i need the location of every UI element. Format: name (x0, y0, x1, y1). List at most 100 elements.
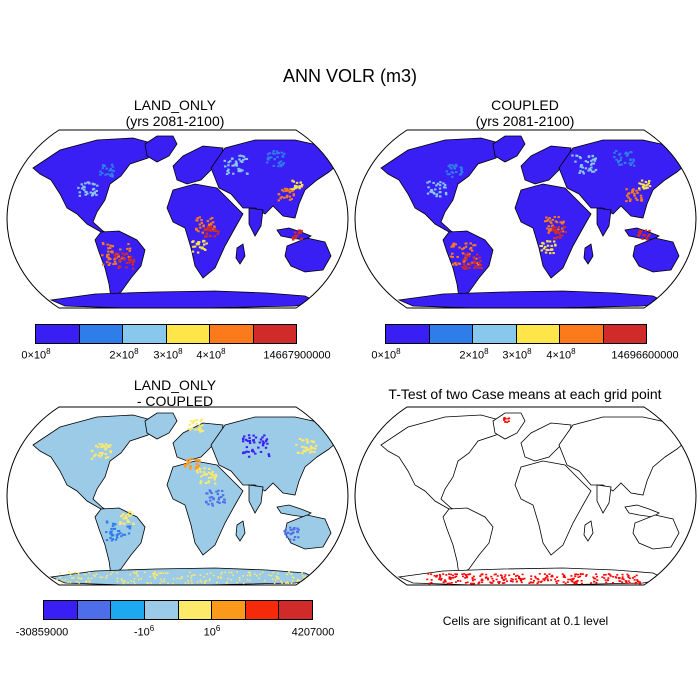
grid-cell (104, 457, 108, 460)
grid-cell (469, 246, 473, 249)
grid-cell (472, 262, 476, 265)
grid-cell (188, 423, 192, 426)
grid-cell (126, 525, 130, 528)
grid-cell (220, 489, 224, 492)
grid-cell (122, 512, 125, 515)
grid-cell (551, 229, 555, 232)
grid-cell (249, 572, 251, 574)
grid-cell (434, 188, 437, 191)
grid-cell (479, 259, 482, 262)
grid-cell (628, 192, 631, 195)
grid-cell (579, 164, 583, 167)
grid-cell (228, 571, 230, 574)
grid-cell (239, 168, 242, 171)
grid-cell (454, 243, 457, 246)
grid-cell (266, 153, 270, 156)
grid-cell (633, 194, 636, 197)
panel-1-title: LAND_ONLY (yrs 2081-2100) (75, 97, 275, 129)
grid-cell (194, 467, 198, 470)
grid-cell (183, 463, 187, 466)
grid-cell (468, 263, 472, 266)
significant-cell (615, 576, 618, 579)
grid-cell (106, 574, 109, 577)
cb3-label-1: -106 (133, 624, 155, 639)
significant-cell (472, 575, 475, 578)
cb2-label-4: 14696600000 (611, 349, 679, 362)
grid-cell (119, 515, 123, 518)
grid-cell (101, 167, 105, 170)
grid-cell (59, 576, 61, 579)
cb1-label-3: 4×108 (196, 347, 226, 362)
grid-cell (297, 578, 299, 581)
significant-cell (607, 577, 610, 579)
grid-cell (284, 529, 287, 532)
grid-cell (82, 185, 85, 188)
land-australia (284, 237, 332, 273)
grid-cell (77, 186, 80, 189)
significant-cell (550, 575, 553, 578)
panel-2-title-line1: COUPLED (491, 97, 559, 113)
grid-cell (193, 245, 197, 248)
grid-cell (107, 250, 110, 253)
grid-cell (195, 466, 198, 469)
grid-cell (128, 247, 132, 250)
grid-cell (451, 164, 454, 167)
grid-cell (105, 255, 109, 258)
grid-cell (113, 254, 117, 257)
grid-cell (209, 226, 212, 229)
grid-cell (199, 428, 202, 431)
grid-cell (199, 579, 202, 582)
grid-cell (110, 534, 114, 537)
grid-cell (300, 183, 304, 186)
colorbar-swatch (245, 601, 280, 619)
significant-cell (564, 582, 567, 585)
grid-cell (427, 186, 430, 189)
grid-cell (430, 188, 433, 191)
grid-cell (451, 252, 454, 255)
grid-cell (472, 256, 476, 259)
grid-cell (217, 576, 220, 579)
land-india (596, 207, 612, 237)
grid-cell (295, 181, 299, 184)
significant-cell (571, 578, 574, 581)
significant-cell (480, 579, 483, 582)
colorbar-swatch (473, 325, 517, 343)
grid-cell (126, 519, 129, 522)
significant-cell (440, 579, 443, 581)
grid-cell (471, 261, 474, 264)
grid-cell (198, 216, 202, 219)
grid-cell (452, 165, 456, 168)
grid-cell (633, 192, 636, 195)
grid-cell (301, 572, 303, 574)
grid-cell (272, 164, 275, 167)
grid-cell (147, 582, 149, 585)
panel-1-title-line2: (yrs 2081-2100) (125, 113, 225, 129)
grid-cell (289, 187, 292, 190)
grid-cell (118, 260, 121, 263)
grid-cell (101, 263, 105, 266)
grid-cell (120, 257, 124, 260)
grid-cell (185, 459, 189, 462)
grid-cell (618, 152, 622, 155)
grid-cell (268, 152, 271, 155)
grid-cell (216, 501, 219, 504)
grid-cell (277, 162, 281, 165)
grid-cell (545, 219, 549, 222)
significant-cell (485, 573, 488, 576)
significant-cell (576, 580, 579, 583)
land-madagascar (235, 243, 246, 265)
grid-cell (277, 199, 280, 202)
grid-cell (628, 162, 631, 165)
grid-cell (435, 184, 438, 187)
significant-cell (621, 576, 624, 578)
grid-cell (125, 266, 128, 269)
grid-cell (455, 165, 458, 168)
grid-cell (209, 499, 212, 502)
grid-cell (266, 442, 269, 445)
significant-cell (570, 575, 573, 577)
grid-cell (249, 573, 251, 576)
grid-cell (647, 235, 650, 238)
grid-cell (625, 194, 629, 197)
significant-cell (574, 580, 577, 583)
significant-cell (536, 582, 539, 585)
